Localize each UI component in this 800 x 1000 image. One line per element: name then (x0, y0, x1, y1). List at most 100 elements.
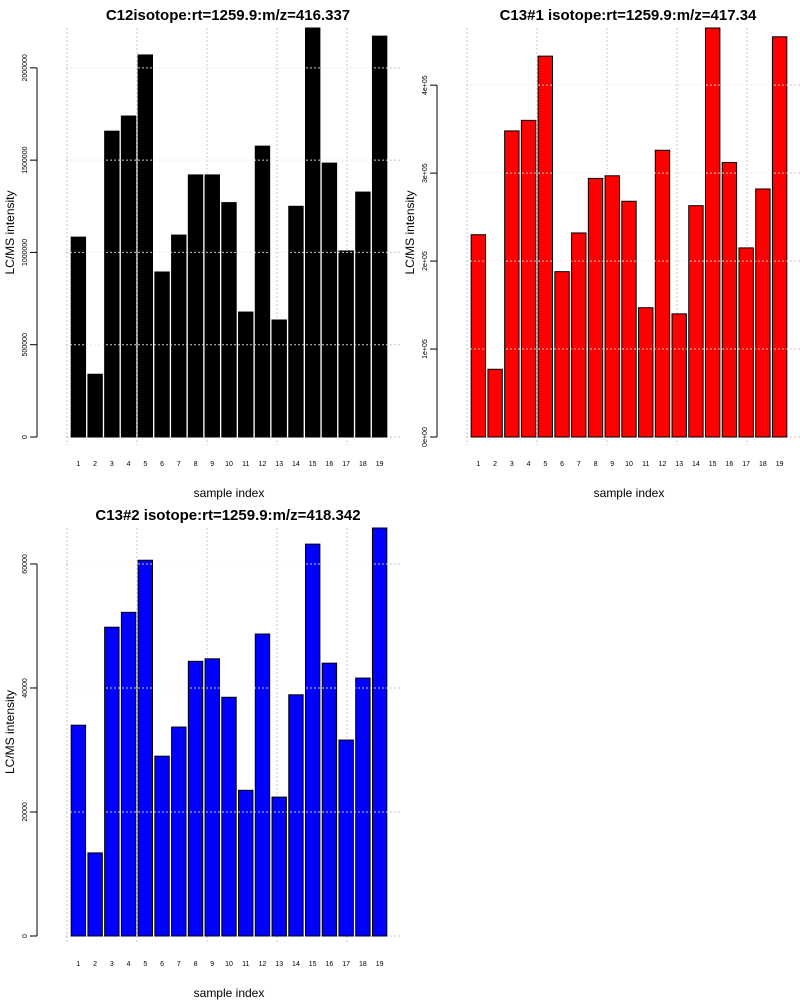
x-tick-label: 3 (510, 461, 514, 468)
x-tick-label: 4 (527, 461, 531, 468)
x-tick-label: 2 (93, 461, 97, 468)
bar-7 (571, 232, 587, 438)
bar-17 (338, 739, 354, 937)
y-tick-label: 1500000 (22, 146, 29, 173)
x-tick-label: 5 (543, 461, 547, 468)
bar-13 (271, 796, 287, 937)
bar-7 (171, 726, 187, 937)
x-tick-label: 11 (642, 461, 649, 468)
bar-18 (355, 191, 371, 438)
x-tick-label: 14 (292, 961, 300, 968)
x-axis-title: sample index (194, 986, 265, 1000)
bar-12 (254, 145, 271, 438)
x-tick-label: 12 (259, 461, 267, 468)
x-tick-label: 2 (493, 461, 497, 468)
x-tick-label: 8 (594, 461, 598, 468)
bar-14 (688, 205, 704, 438)
x-tick-label: 7 (177, 961, 181, 968)
bar-10 (621, 200, 637, 438)
x-tick-label: 1 (76, 961, 80, 968)
bar-1 (70, 236, 87, 438)
y-tick-label: 2e+05 (422, 251, 429, 271)
bar-4 (120, 115, 137, 438)
bar-15 (704, 27, 721, 438)
bar-4 (520, 119, 537, 438)
x-tick-label: 19 (776, 461, 784, 468)
bar-8 (187, 174, 204, 438)
chart-panel-2: 1 2 3 4 5 6 7 8 9 10 11 12 13 14 15 16 17 18 190e+001e+052… (403, 7, 800, 500)
x-tick-label: 8 (194, 461, 198, 468)
x-tick-label: 15 (309, 461, 317, 468)
bar-5 (537, 55, 554, 438)
x-tick-label: 9 (610, 461, 614, 468)
bar-11 (638, 307, 654, 438)
y-tick-label: 40000 (22, 678, 29, 698)
x-tick-label: 7 (577, 461, 581, 468)
y-tick-label: 500000 (22, 333, 29, 356)
bar-9 (604, 175, 620, 438)
x-tick-label: 7 (177, 461, 181, 468)
x-tick-label: 18 (759, 461, 767, 468)
x-tick-label: 5 (143, 461, 147, 468)
bar-12 (654, 149, 671, 438)
bar-19 (771, 36, 788, 438)
bar-18 (355, 677, 371, 937)
bar-3 (104, 626, 120, 937)
y-tick-label: 1000000 (22, 239, 29, 266)
x-tick-label: 17 (742, 461, 750, 468)
bar-15 (304, 27, 321, 438)
x-tick-label: 16 (726, 461, 734, 468)
bar-5 (137, 559, 154, 937)
x-axis-title: sample index (194, 486, 265, 500)
x-tick-label: 3 (110, 961, 114, 968)
bar-19 (371, 527, 388, 937)
bar-9 (204, 658, 220, 937)
bar-11 (238, 311, 254, 438)
chart-title: C13#1 isotope:rt=1259.9:m/z=417.34 (500, 7, 757, 24)
x-tick-label: 3 (110, 461, 114, 468)
x-tick-label: 10 (625, 461, 633, 468)
x-tick-label: 9 (210, 961, 214, 968)
x-tick-label: 6 (160, 461, 164, 468)
bar-14 (288, 205, 304, 438)
bar-9 (204, 174, 220, 438)
x-tick-label: 14 (692, 461, 700, 468)
bar-14 (288, 694, 304, 937)
x-tick-label: 17 (342, 461, 350, 468)
y-tick-label: 3e+05 (422, 163, 429, 183)
bar-10 (221, 696, 237, 937)
bar-11 (238, 789, 254, 937)
x-tick-label: 17 (342, 961, 350, 968)
bar-3 (104, 130, 120, 438)
y-axis-title: LC/MS intensity (403, 190, 417, 274)
y-axis-title: LC/MS intensity (3, 190, 17, 274)
y-tick-label: 1e+05 (422, 339, 429, 359)
bar-1 (70, 724, 87, 937)
bar-1 (470, 234, 487, 438)
x-tick-label: 16 (326, 961, 334, 968)
x-tick-label: 12 (659, 461, 667, 468)
bar-17 (738, 247, 754, 438)
x-tick-label: 2 (93, 961, 97, 968)
bar-2 (87, 852, 103, 937)
bar-18 (755, 188, 771, 438)
x-tick-label: 19 (376, 961, 384, 968)
chart-panel-3: 1 2 3 4 5 6 7 8 9 10 11 12 13 14 15 16 17 18 1902000040000… (3, 507, 400, 1000)
bar-16 (321, 662, 338, 937)
chart-panel-1: 1 2 3 4 5 6 7 8 9 10 11 12 13 14 15 16 17 18 1905000001000… (3, 7, 400, 500)
bar-12 (254, 633, 271, 937)
x-axis-title: sample index (594, 486, 665, 500)
x-tick-label: 1 (476, 461, 480, 468)
x-tick-label: 18 (359, 461, 367, 468)
y-tick-label: 2000000 (22, 54, 29, 81)
x-tick-label: 8 (194, 961, 198, 968)
bar-19 (371, 35, 388, 438)
x-tick-label: 14 (292, 461, 300, 468)
x-tick-label: 4 (127, 461, 131, 468)
x-tick-label: 18 (359, 961, 367, 968)
x-tick-label: 10 (225, 461, 233, 468)
x-tick-label: 19 (376, 461, 384, 468)
y-tick-label: 60000 (22, 554, 29, 574)
bar-8 (587, 177, 604, 438)
x-tick-label: 1 (76, 461, 80, 468)
